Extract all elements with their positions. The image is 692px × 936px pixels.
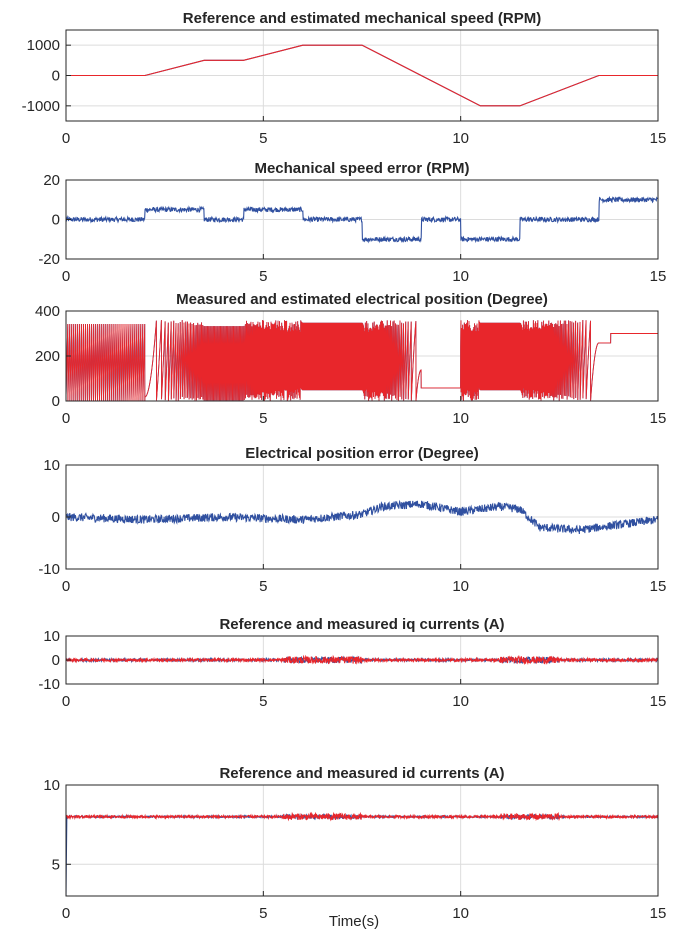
y-tick-label: -20 (38, 251, 60, 268)
axes-box (65, 784, 659, 897)
chart-panel-4: Electrical position error (Degree) 0 5 10 15… (38, 445, 666, 595)
plot-area (66, 654, 658, 665)
series-line-2 (66, 654, 658, 665)
x-tick-label: 15 (650, 905, 667, 922)
chart-panel-6: Reference and measured id currents (A) 0 5… (43, 765, 666, 922)
x-tick-label: 5 (259, 268, 267, 285)
x-tick-label: 10 (452, 410, 469, 427)
y-tick-label: -10 (38, 561, 60, 578)
chart-title: Reference and measured iq currents (A) (219, 616, 504, 633)
y-tick-label: 5 (52, 856, 60, 873)
chart-title: Mechanical speed error (RPM) (254, 160, 469, 177)
x-tick-label: 5 (259, 130, 267, 147)
x-tick-label: 0 (62, 130, 70, 147)
series-line-1 (66, 812, 658, 896)
chart-panel-5: Reference and measured iq currents (A) 0 5… (38, 616, 666, 710)
y-tick-label: 1000 (27, 37, 60, 54)
y-tick-label: 0 (52, 393, 60, 410)
plot-area (66, 195, 658, 244)
plot-area (66, 44, 658, 107)
x-tick-label: 0 (62, 693, 70, 710)
x-tick-label: 15 (650, 130, 667, 147)
x-tick-label: 15 (650, 268, 667, 285)
plot-area (66, 320, 658, 401)
x-axis-label: Time(s) (329, 913, 379, 930)
x-tick-label: 10 (452, 693, 469, 710)
series-line-1 (66, 195, 658, 244)
chart-title: Electrical position error (Degree) (245, 445, 478, 462)
x-tick-label: 15 (650, 410, 667, 427)
y-tick-label: 10 (43, 628, 60, 645)
chart-title: Reference and estimated mechanical speed… (183, 10, 541, 27)
x-tick-label: 15 (650, 693, 667, 710)
y-tick-label: 0 (52, 509, 60, 526)
x-tick-label: 0 (62, 268, 70, 285)
y-tick-label: 10 (43, 457, 60, 474)
x-tick-label: 15 (650, 578, 667, 595)
series-line-2 (66, 320, 658, 401)
x-tick-label: 10 (452, 130, 469, 147)
x-tick-label: 5 (259, 410, 267, 427)
x-tick-label: 10 (452, 905, 469, 922)
y-tick-label: 10 (43, 777, 60, 794)
series-line-2 (66, 44, 658, 107)
y-tick-label: -10 (38, 676, 60, 693)
series-line-2 (66, 811, 658, 822)
chart-title: Reference and measured id currents (A) (219, 765, 504, 782)
y-tick-label: 0 (52, 212, 60, 229)
y-tick-label: -1000 (22, 98, 60, 115)
y-tick-label: 0 (52, 652, 60, 669)
y-tick-label: 200 (35, 348, 60, 365)
y-tick-label: 0 (52, 68, 60, 85)
chart-panel-1: Reference and estimated mechanical speed… (22, 10, 667, 147)
plot-area (66, 811, 658, 896)
x-tick-label: 0 (62, 410, 70, 427)
y-tick-label: 400 (35, 303, 60, 320)
x-tick-label: 0 (62, 905, 70, 922)
x-tick-label: 10 (452, 268, 469, 285)
x-tick-label: 5 (259, 578, 267, 595)
chart-panel-3: Measured and estimated electrical positi… (35, 291, 666, 427)
x-tick-label: 0 (62, 578, 70, 595)
x-tick-label: 5 (259, 693, 267, 710)
x-tick-label: 5 (259, 905, 267, 922)
x-tick-label: 10 (452, 578, 469, 595)
series-line-1 (66, 499, 658, 535)
y-tick-label: 20 (43, 172, 60, 189)
chart-title: Measured and estimated electrical positi… (176, 291, 548, 308)
plot-area (66, 499, 658, 535)
